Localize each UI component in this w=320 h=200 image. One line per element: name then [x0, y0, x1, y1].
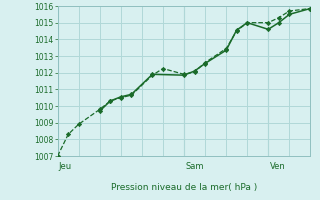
Text: Jeu: Jeu — [59, 162, 72, 171]
Text: Pression niveau de la mer( hPa ): Pression niveau de la mer( hPa ) — [111, 183, 257, 192]
Text: Sam: Sam — [185, 162, 204, 171]
Text: Ven: Ven — [269, 162, 285, 171]
